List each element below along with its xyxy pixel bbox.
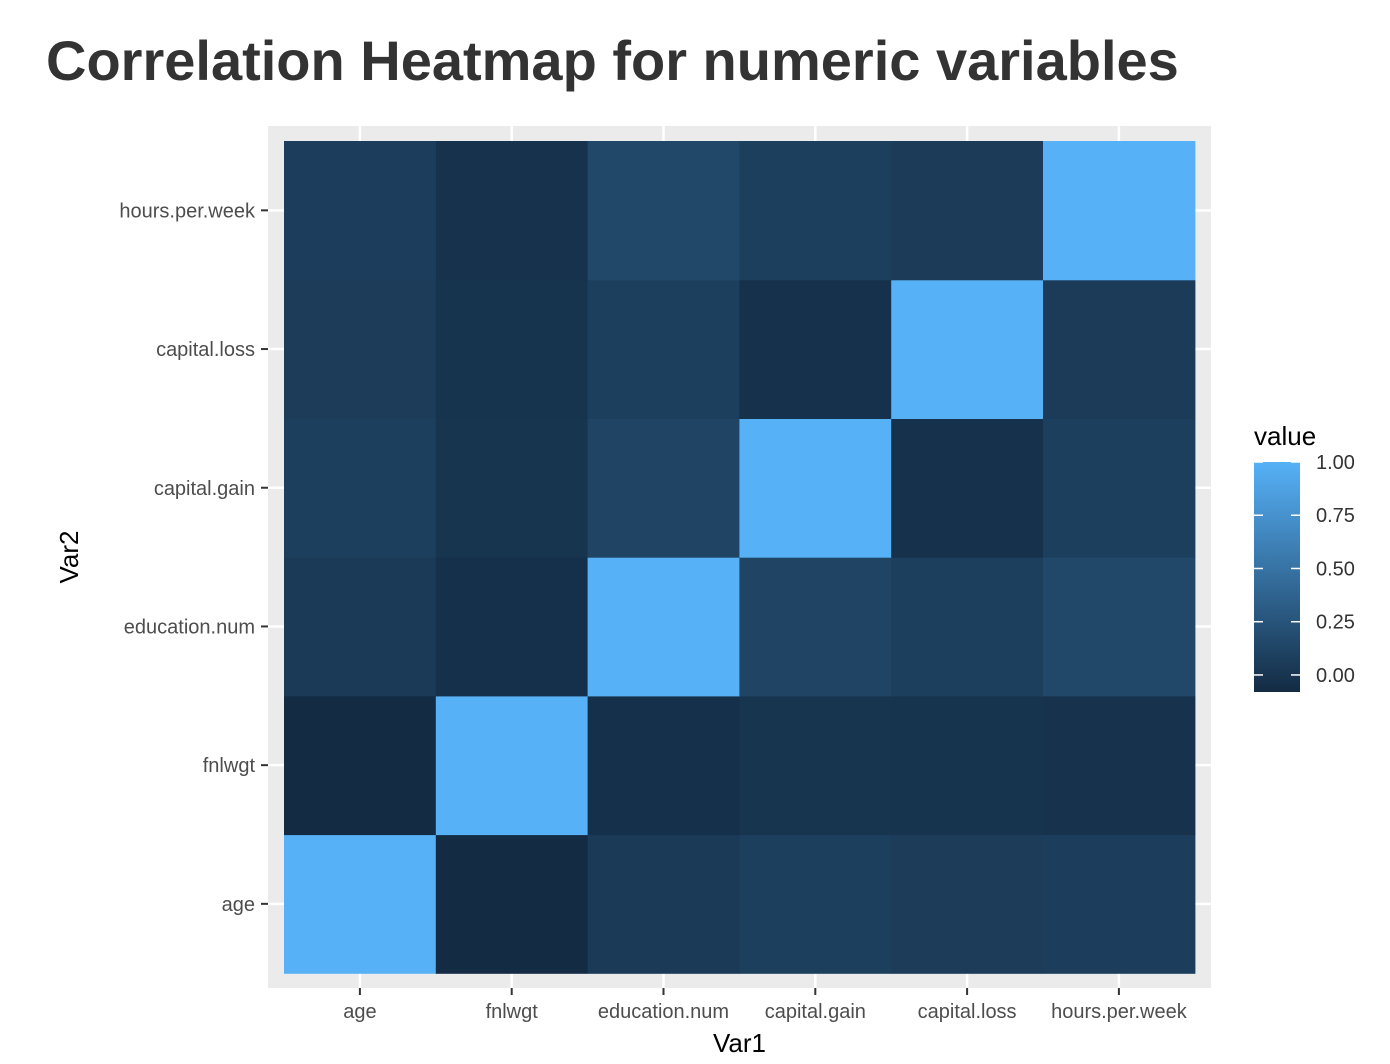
- heatmap-cell-capital.gain-capital.loss: [739, 279, 892, 419]
- heatmap-cell-capital.gain-education.num: [739, 557, 892, 697]
- x-tick-label: fnlwgt: [486, 1001, 539, 1023]
- heatmap-cell-fnlwgt-age: [435, 834, 589, 974]
- x-tick-label: age: [343, 1001, 376, 1023]
- y-axis-title: Var2: [54, 531, 84, 584]
- heatmap-cell-education.num-capital.gain: [587, 418, 740, 558]
- heatmap-cell-capital.loss-education.num: [891, 557, 1044, 697]
- heatmap-cell-fnlwgt-education.num: [435, 557, 589, 697]
- x-axis: age fnlwgt education.num capital.gain capita…: [343, 988, 1188, 1023]
- heatmap-cell-fnlwgt-capital.loss: [435, 279, 589, 419]
- heatmap-cell-capital.loss-hours.per.week: [891, 141, 1044, 281]
- heatmap-cell-hours.per.week-capital.gain: [1043, 418, 1196, 558]
- x-axis-title: Var1: [713, 1028, 766, 1058]
- legend: value 0.00 0.25 0.50 0.75 1.00: [1254, 421, 1355, 692]
- legend-label: 0.75: [1316, 505, 1355, 527]
- y-tick-label: education.num: [124, 616, 255, 638]
- heatmap-cell-fnlwgt-capital.gain: [435, 418, 589, 558]
- y-axis: age fnlwgt education.num capital.gain capita…: [119, 200, 268, 916]
- heatmap-cell-age-hours.per.week: [284, 141, 437, 281]
- heatmap-cell-age-capital.gain: [284, 418, 437, 558]
- heatmap-cell-capital.loss-capital.loss: [891, 279, 1044, 419]
- heatmap-cell-age-age: [284, 834, 437, 974]
- y-tick-label: capital.gain: [154, 478, 255, 500]
- heatmap-cell-capital.gain-hours.per.week: [739, 141, 892, 281]
- heatmap-cell-hours.per.week-capital.loss: [1043, 279, 1196, 419]
- heatmap-cell-capital.gain-fnlwgt: [739, 695, 892, 836]
- x-tick-label: education.num: [598, 1001, 729, 1023]
- heatmap-cell-education.num-age: [587, 834, 740, 974]
- heatmap-cell-education.num-education.num: [587, 557, 740, 697]
- y-tick-label: age: [222, 894, 255, 916]
- y-tick-label: fnlwgt: [203, 755, 256, 777]
- heatmap-cell-education.num-hours.per.week: [587, 141, 740, 281]
- x-tick-label: capital.gain: [765, 1001, 866, 1023]
- heatmap-cell-capital.loss-capital.gain: [891, 418, 1044, 558]
- heatmap-cell-hours.per.week-fnlwgt: [1043, 695, 1196, 836]
- heatmap-cell-age-fnlwgt: [284, 695, 437, 836]
- x-tick-label: capital.loss: [918, 1001, 1017, 1023]
- heatmap-cell-capital.loss-fnlwgt: [891, 695, 1044, 836]
- heatmap-cell-hours.per.week-hours.per.week: [1043, 141, 1196, 281]
- heatmap-cell-education.num-fnlwgt: [587, 695, 740, 836]
- y-tick-label: hours.per.week: [119, 200, 256, 222]
- heatmap-cell-education.num-capital.loss: [587, 279, 740, 419]
- heatmap-cell-fnlwgt-hours.per.week: [435, 141, 589, 281]
- x-tick-label: hours.per.week: [1051, 1001, 1188, 1023]
- legend-label: 0.00: [1316, 665, 1355, 687]
- y-tick-label: capital.loss: [156, 339, 255, 361]
- legend-ticks: 0.00 0.25 0.50 0.75 1.00: [1254, 452, 1355, 687]
- legend-label: 0.25: [1316, 612, 1355, 634]
- heatmap-cell-age-education.num: [284, 557, 437, 697]
- heatmap-cell-age-capital.loss: [284, 279, 437, 419]
- heatmap-cell-capital.gain-age: [739, 834, 892, 974]
- chart-title: Correlation Heatmap for numeric variable…: [46, 29, 1179, 92]
- heatmap-cells: [284, 141, 1196, 974]
- legend-label: 1.00: [1316, 452, 1355, 474]
- heatmap-cell-hours.per.week-education.num: [1043, 557, 1196, 697]
- heatmap-cell-hours.per.week-age: [1043, 834, 1196, 974]
- legend-colorbar: [1254, 462, 1300, 692]
- legend-title: value: [1254, 421, 1316, 451]
- legend-label: 0.50: [1316, 558, 1355, 580]
- heatmap-cell-capital.loss-age: [891, 834, 1044, 974]
- heatmap-cell-capital.gain-capital.gain: [739, 418, 892, 558]
- heatmap-cell-fnlwgt-fnlwgt: [435, 695, 589, 836]
